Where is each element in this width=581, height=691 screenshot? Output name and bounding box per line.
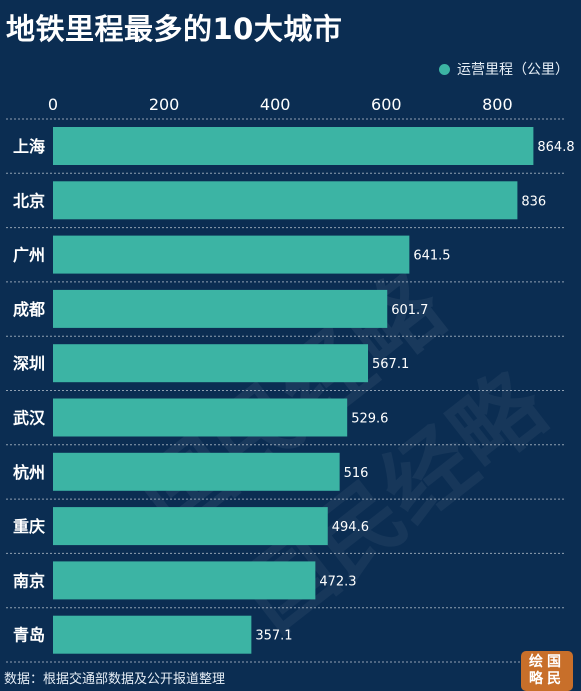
- x-tick-label: 400: [260, 95, 291, 114]
- brand-badge: 绘国 略民: [521, 651, 573, 691]
- value-label: 357.1: [255, 629, 292, 644]
- x-tick-label: 800: [482, 95, 513, 114]
- bar-row: 成都 601.7: [6, 281, 565, 328]
- bar-row: 广州 641.5: [6, 227, 565, 274]
- category-label: 青岛: [13, 626, 45, 645]
- value-label: 516: [344, 466, 369, 481]
- value-label: 529.6: [351, 412, 388, 427]
- category-label: 广州: [13, 246, 45, 265]
- bar-row: 上海 864.8: [6, 118, 575, 165]
- legend-label: 运营里程（公里）: [457, 62, 569, 78]
- chart-title: 地铁里程最多的10大城市: [6, 12, 343, 46]
- value-label: 494.6: [332, 520, 369, 535]
- bar: [53, 507, 328, 546]
- bar: [53, 235, 410, 274]
- category-label: 重庆: [13, 517, 45, 536]
- category-label: 北京: [13, 191, 45, 210]
- x-tick-label: 200: [149, 95, 180, 114]
- bar-row: 重庆 494.6: [6, 498, 565, 546]
- bar: [53, 127, 534, 165]
- category-label: 深圳: [13, 354, 45, 373]
- bar-row: 深圳 567.1: [6, 335, 565, 383]
- category-label: 杭州: [13, 463, 45, 482]
- legend-swatch: [439, 63, 450, 75]
- bar-row: 武汉 529.6: [6, 390, 565, 437]
- bar-row: 北京 836: [6, 172, 565, 220]
- bar: [53, 452, 340, 491]
- brand-badge-line1: 绘国: [529, 654, 565, 670]
- value-label: 567.1: [372, 357, 409, 372]
- value-label: 864.8: [537, 140, 574, 155]
- bar: [53, 344, 369, 383]
- bar-row: 杭州 516: [6, 444, 565, 491]
- value-label: 641.5: [413, 249, 450, 264]
- source-note: 数据：根据交通部数据及公开报道整理: [4, 672, 226, 687]
- bar: [53, 561, 316, 600]
- legend: 运营里程（公里）: [439, 59, 569, 79]
- bar: [53, 398, 348, 437]
- bar: [53, 181, 518, 220]
- category-label: 南京: [13, 571, 45, 590]
- category-label: 武汉: [13, 409, 46, 428]
- bar: [53, 615, 252, 654]
- x-tick-label: 600: [371, 95, 402, 114]
- plot-area: 上海 864.8 北京 836 广州 641.5 成都 601.7 深圳 567.1 武汉 529.6…: [6, 118, 575, 663]
- brand-badge-line2: 略民: [529, 671, 565, 687]
- value-label: 601.7: [391, 303, 428, 318]
- value-label: 836: [521, 194, 546, 209]
- bar-row: 南京 472.3: [6, 552, 565, 600]
- value-label: 472.3: [319, 574, 356, 589]
- bar: [53, 289, 388, 328]
- x-axis: 0 200 400 600 800: [48, 95, 513, 114]
- category-label: 上海: [13, 137, 45, 156]
- x-tick-label: 0: [48, 95, 58, 114]
- bar-row: 青岛 357.1: [6, 607, 565, 654]
- category-label: 成都: [13, 300, 45, 319]
